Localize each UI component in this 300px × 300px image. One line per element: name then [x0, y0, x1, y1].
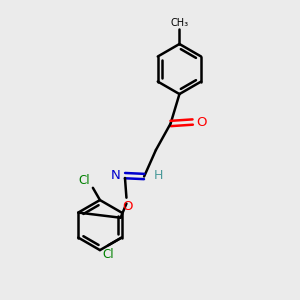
- Text: CH₃: CH₃: [170, 17, 188, 28]
- Text: Cl: Cl: [103, 248, 114, 261]
- Text: H: H: [154, 169, 163, 182]
- Text: N: N: [111, 169, 121, 182]
- Text: O: O: [196, 116, 207, 128]
- Text: O: O: [122, 200, 133, 213]
- Text: Cl: Cl: [78, 174, 90, 187]
